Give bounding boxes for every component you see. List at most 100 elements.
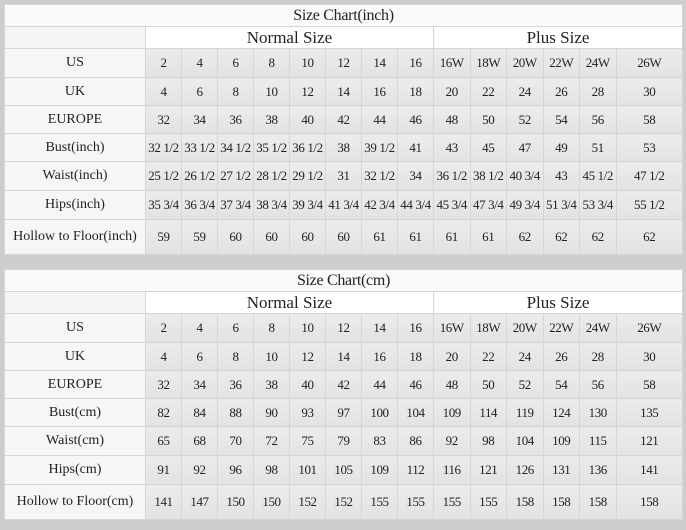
size-value-cell: 35 3/4 bbox=[145, 190, 182, 220]
size-value-cell: 43 bbox=[433, 133, 471, 162]
size-value-cell: 30 bbox=[615, 342, 683, 371]
size-value-cell: 27 1/2 bbox=[217, 161, 254, 191]
size-value-cell: 42 3/4 bbox=[361, 190, 398, 220]
size-value-cell: 28 1/2 bbox=[253, 161, 290, 191]
size-value-cell: 46 bbox=[397, 370, 434, 399]
size-value-cell: 155 bbox=[361, 484, 398, 520]
row-label: Bust(cm) bbox=[4, 398, 146, 427]
size-value-cell: 20 bbox=[433, 342, 471, 371]
size-value-cell: 61 bbox=[433, 219, 471, 255]
size-value-cell: 60 bbox=[253, 219, 290, 255]
size-value-cell: 93 bbox=[289, 398, 326, 427]
size-value-cell: 16 bbox=[361, 342, 398, 371]
corner-cell bbox=[4, 291, 146, 314]
size-value-cell: 41 3/4 bbox=[325, 190, 362, 220]
size-value-cell: 14 bbox=[325, 77, 362, 106]
size-value-cell: 44 bbox=[361, 105, 398, 134]
size-value-cell: 104 bbox=[506, 426, 544, 456]
table-row: UK 4 6 8 10 12 14 16 18 20 22 24 26 28 30 bbox=[4, 342, 683, 371]
size-value-cell: 53 3/4 bbox=[579, 190, 617, 220]
size-value-cell: 26 bbox=[542, 342, 580, 371]
size-value-cell: 47 3/4 bbox=[469, 190, 507, 220]
size-value-cell: 38 bbox=[253, 105, 290, 134]
size-value-cell: 32 bbox=[145, 370, 182, 399]
size-value-cell: 26 1/2 bbox=[181, 161, 218, 191]
size-table: Size Chart(cm) Normal Size Plus Size US 2 4 6 8… bbox=[4, 269, 683, 520]
size-value-cell: 47 bbox=[506, 133, 544, 162]
size-value-cell: 8 bbox=[217, 77, 254, 106]
size-value-cell: 124 bbox=[542, 398, 580, 427]
size-value-cell: 2 bbox=[145, 313, 182, 343]
size-value-cell: 8 bbox=[253, 313, 290, 343]
size-value-cell: 131 bbox=[542, 455, 580, 485]
size-value-cell: 18W bbox=[469, 313, 507, 343]
size-value-cell: 28 bbox=[579, 342, 617, 371]
size-value-cell: 158 bbox=[542, 484, 580, 520]
table-row: US 2 4 6 8 10 12 14 16 16W 18W 20W 22W 24W 26W bbox=[4, 48, 683, 78]
size-value-cell: 8 bbox=[217, 342, 254, 371]
size-value-cell: 62 bbox=[506, 219, 544, 255]
size-value-cell: 119 bbox=[506, 398, 544, 427]
size-value-cell: 20 bbox=[433, 77, 471, 106]
size-value-cell: 18 bbox=[397, 342, 434, 371]
size-value-cell: 109 bbox=[433, 398, 471, 427]
size-value-cell: 14 bbox=[361, 313, 398, 343]
size-value-cell: 42 bbox=[325, 370, 362, 399]
size-value-cell: 20W bbox=[506, 313, 544, 343]
size-value-cell: 83 bbox=[361, 426, 398, 456]
size-value-cell: 158 bbox=[579, 484, 617, 520]
group-plus-size: Plus Size bbox=[433, 26, 683, 49]
table-row: Bust(inch) 32 1/2 33 1/2 34 1/2 35 1/2 36 1/2… bbox=[4, 133, 683, 162]
size-table: Size Chart(inch) Normal Size Plus Size US 2 4… bbox=[4, 4, 683, 255]
size-value-cell: 104 bbox=[397, 398, 434, 427]
table-row: Hollow to Floor(inch) 59 59 60 60 60 60 61 61 61 6… bbox=[4, 219, 683, 255]
size-value-cell: 56 bbox=[579, 370, 617, 399]
size-value-cell: 52 bbox=[506, 370, 544, 399]
size-value-cell: 24 bbox=[506, 77, 544, 106]
size-value-cell: 22W bbox=[542, 313, 580, 343]
size-value-cell: 16 bbox=[397, 313, 434, 343]
size-value-cell: 12 bbox=[289, 77, 326, 106]
size-value-cell: 126 bbox=[506, 455, 544, 485]
size-value-cell: 32 1/2 bbox=[361, 161, 398, 191]
chart-title: Size Chart(inch) bbox=[4, 4, 683, 27]
size-value-cell: 115 bbox=[579, 426, 617, 456]
size-value-cell: 92 bbox=[181, 455, 218, 485]
size-value-cell: 98 bbox=[253, 455, 290, 485]
corner-cell bbox=[4, 26, 146, 49]
size-value-cell: 4 bbox=[145, 77, 182, 106]
size-value-cell: 100 bbox=[361, 398, 398, 427]
size-value-cell: 54 bbox=[542, 105, 580, 134]
table-row: EUROPE 32 34 36 38 40 42 44 46 48 50 52 54 56 58 bbox=[4, 370, 683, 399]
size-value-cell: 50 bbox=[469, 105, 507, 134]
size-value-cell: 24 bbox=[506, 342, 544, 371]
table-row: Hips(cm) 91 92 96 98 101 105 109 112 116 121 126 131… bbox=[4, 455, 683, 485]
size-value-cell: 36 3/4 bbox=[181, 190, 218, 220]
size-chart-cm: Size Chart(cm) Normal Size Plus Size US 2 4 6 8… bbox=[4, 269, 683, 520]
size-value-cell: 38 bbox=[253, 370, 290, 399]
size-value-cell: 68 bbox=[181, 426, 218, 456]
size-value-cell: 4 bbox=[145, 342, 182, 371]
size-value-cell: 10 bbox=[253, 342, 290, 371]
row-label: Waist(cm) bbox=[4, 426, 146, 456]
size-value-cell: 25 1/2 bbox=[145, 161, 182, 191]
group-normal-size: Normal Size bbox=[145, 291, 434, 314]
size-value-cell: 121 bbox=[469, 455, 507, 485]
size-value-cell: 150 bbox=[217, 484, 254, 520]
size-value-cell: 60 bbox=[217, 219, 254, 255]
size-value-cell: 50 bbox=[469, 370, 507, 399]
size-value-cell: 16 bbox=[361, 77, 398, 106]
size-value-cell: 52 bbox=[506, 105, 544, 134]
size-value-cell: 32 bbox=[145, 105, 182, 134]
row-label: US bbox=[4, 313, 146, 343]
size-value-cell: 6 bbox=[217, 313, 254, 343]
size-value-cell: 97 bbox=[325, 398, 362, 427]
size-value-cell: 121 bbox=[615, 426, 683, 456]
size-value-cell: 44 bbox=[361, 370, 398, 399]
size-value-cell: 82 bbox=[145, 398, 182, 427]
size-value-cell: 155 bbox=[469, 484, 507, 520]
size-value-cell: 38 bbox=[325, 133, 362, 162]
table-row: Hollow to Floor(cm) 141 147 150 150 152 152 155… bbox=[4, 484, 683, 520]
size-value-cell: 16W bbox=[433, 48, 471, 78]
row-label: Hips(cm) bbox=[4, 455, 146, 485]
